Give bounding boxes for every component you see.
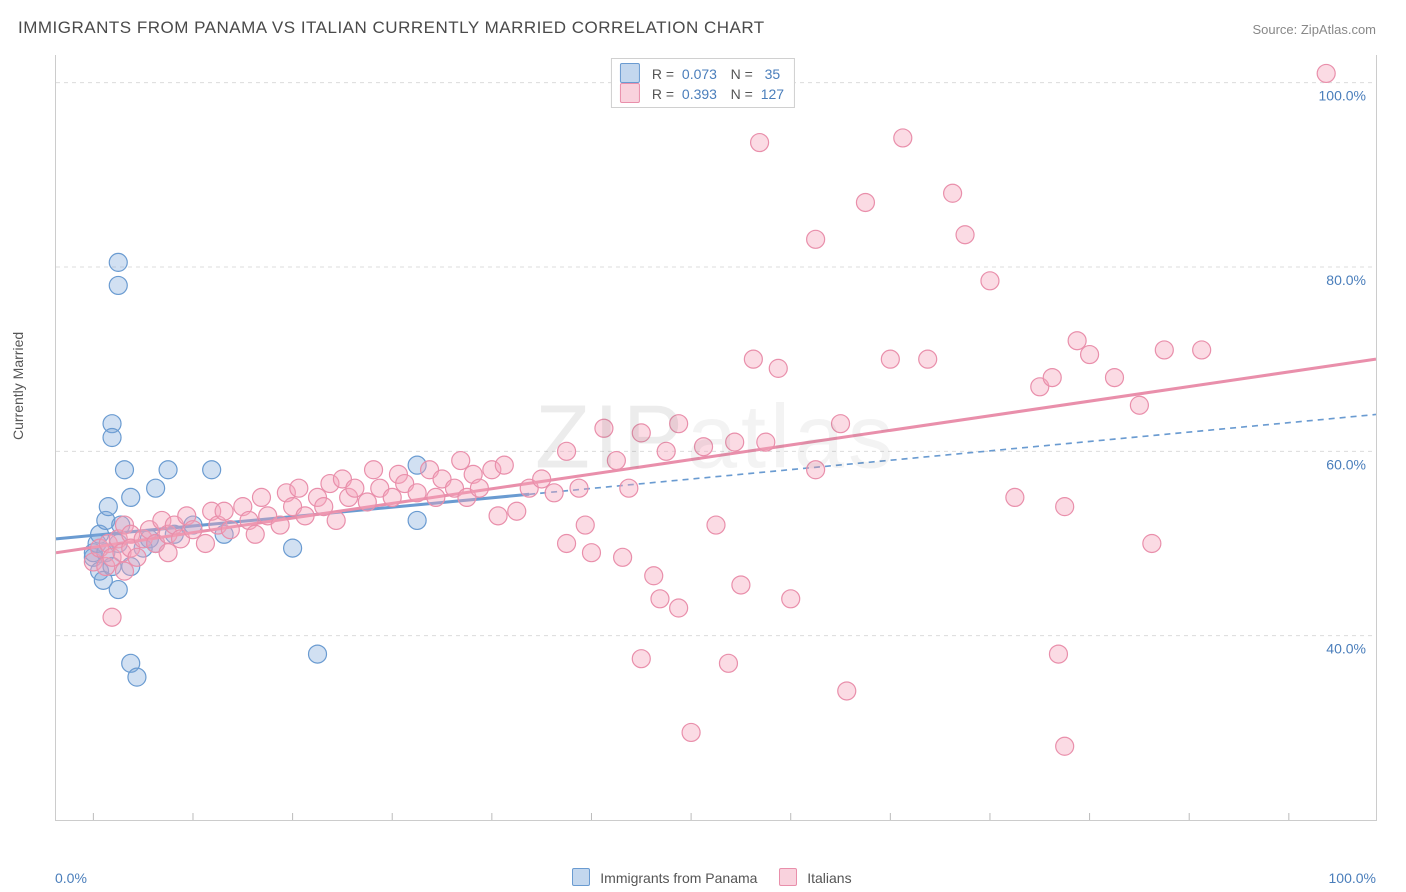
r-label: R = (652, 66, 678, 82)
n-value: 35 (765, 66, 781, 82)
svg-text:100.0%: 100.0% (1319, 88, 1366, 104)
legend-swatch-panama (572, 868, 590, 886)
scatter-chart: 40.0% 60.0% 80.0% 100.0% (56, 55, 1376, 820)
legend-swatch-italians (779, 868, 797, 886)
legend-row-italians: R = 0.393 N = 127 (620, 83, 786, 103)
n-label: N = (731, 86, 757, 102)
chart-title: IMMIGRANTS FROM PANAMA VS ITALIAN CURREN… (18, 18, 765, 38)
n-label: N = (731, 66, 757, 82)
y-axis-label: Currently Married (10, 332, 26, 440)
legend-swatch-panama (620, 63, 640, 83)
legend-row-panama: R = 0.073 N = 35 (620, 63, 786, 83)
r-value: 0.393 (682, 86, 717, 102)
svg-text:40.0%: 40.0% (1326, 641, 1366, 657)
correlation-legend: R = 0.073 N = 35 R = 0.393 N = 127 (611, 58, 795, 108)
n-value: 127 (761, 86, 784, 102)
source-label: Source: ZipAtlas.com (1252, 22, 1376, 37)
r-value: 0.073 (682, 66, 717, 82)
legend-label-italians: Italians (807, 870, 851, 886)
svg-text:60.0%: 60.0% (1326, 456, 1366, 472)
chart-area: 40.0%60.0%80.0%100.0% ZIPatlas (55, 55, 1377, 821)
legend-swatch-italians (620, 83, 640, 103)
legend-label-panama: Immigrants from Panama (600, 870, 757, 886)
r-label: R = (652, 86, 678, 102)
series-legend: Immigrants from Panama Italians (0, 868, 1406, 886)
svg-text:80.0%: 80.0% (1326, 272, 1366, 288)
